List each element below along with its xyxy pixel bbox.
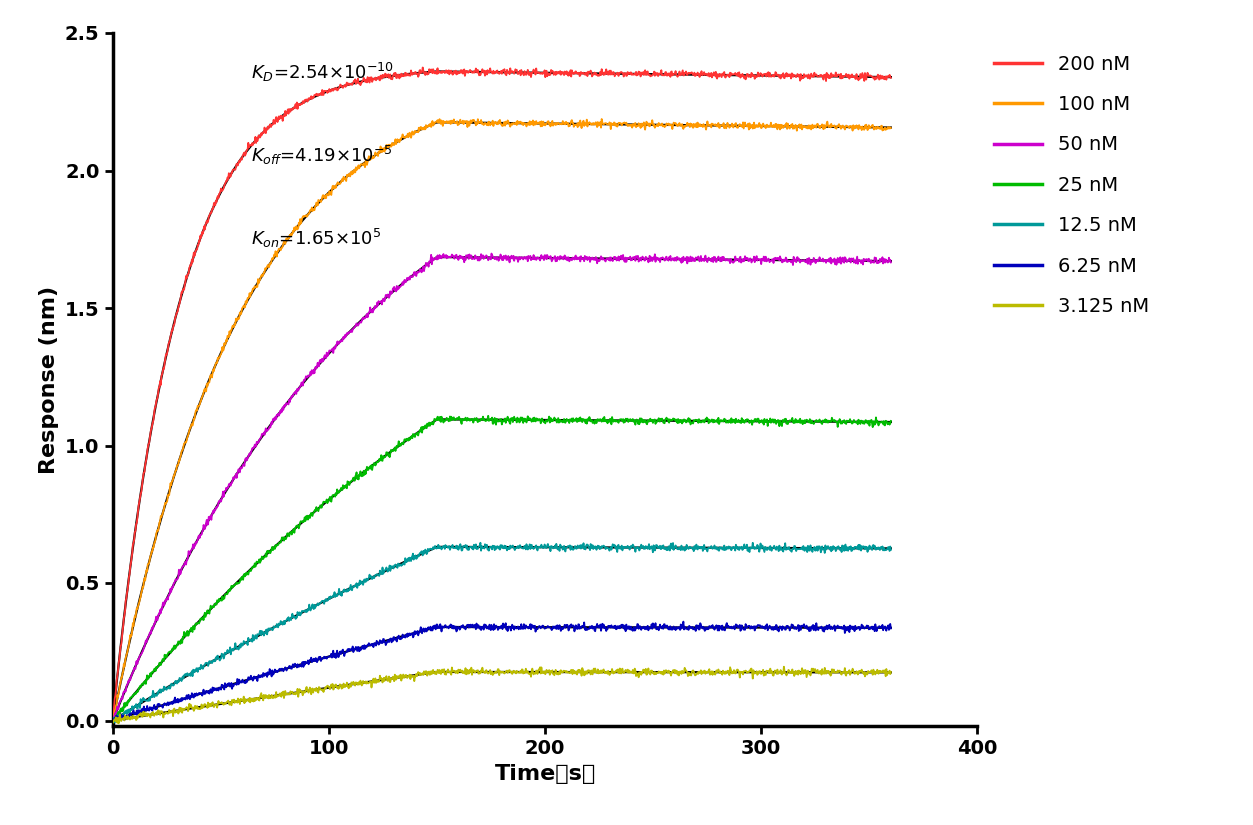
X-axis label: Time（s）: Time（s） (495, 764, 595, 784)
Y-axis label: Response (nm): Response (nm) (39, 285, 59, 474)
Text: $K_{off}$=4.19×10$^{-5}$: $K_{off}$=4.19×10$^{-5}$ (251, 144, 393, 167)
Text: $K_{on}$=1.65×10$^{5}$: $K_{on}$=1.65×10$^{5}$ (251, 227, 381, 250)
Legend: 200 nM, 100 nM, 50 nM, 25 nM, 12.5 nM, 6.25 nM, 3.125 nM: 200 nM, 100 nM, 50 nM, 25 nM, 12.5 nM, 6… (986, 47, 1157, 323)
Text: $K_D$=2.54×10$^{-10}$: $K_D$=2.54×10$^{-10}$ (251, 61, 395, 84)
